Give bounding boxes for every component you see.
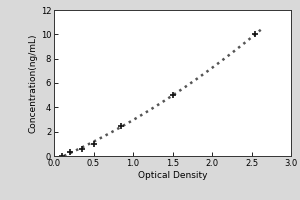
Y-axis label: Concentration(ng/mL): Concentration(ng/mL) (29, 33, 38, 133)
X-axis label: Optical Density: Optical Density (138, 171, 207, 180)
